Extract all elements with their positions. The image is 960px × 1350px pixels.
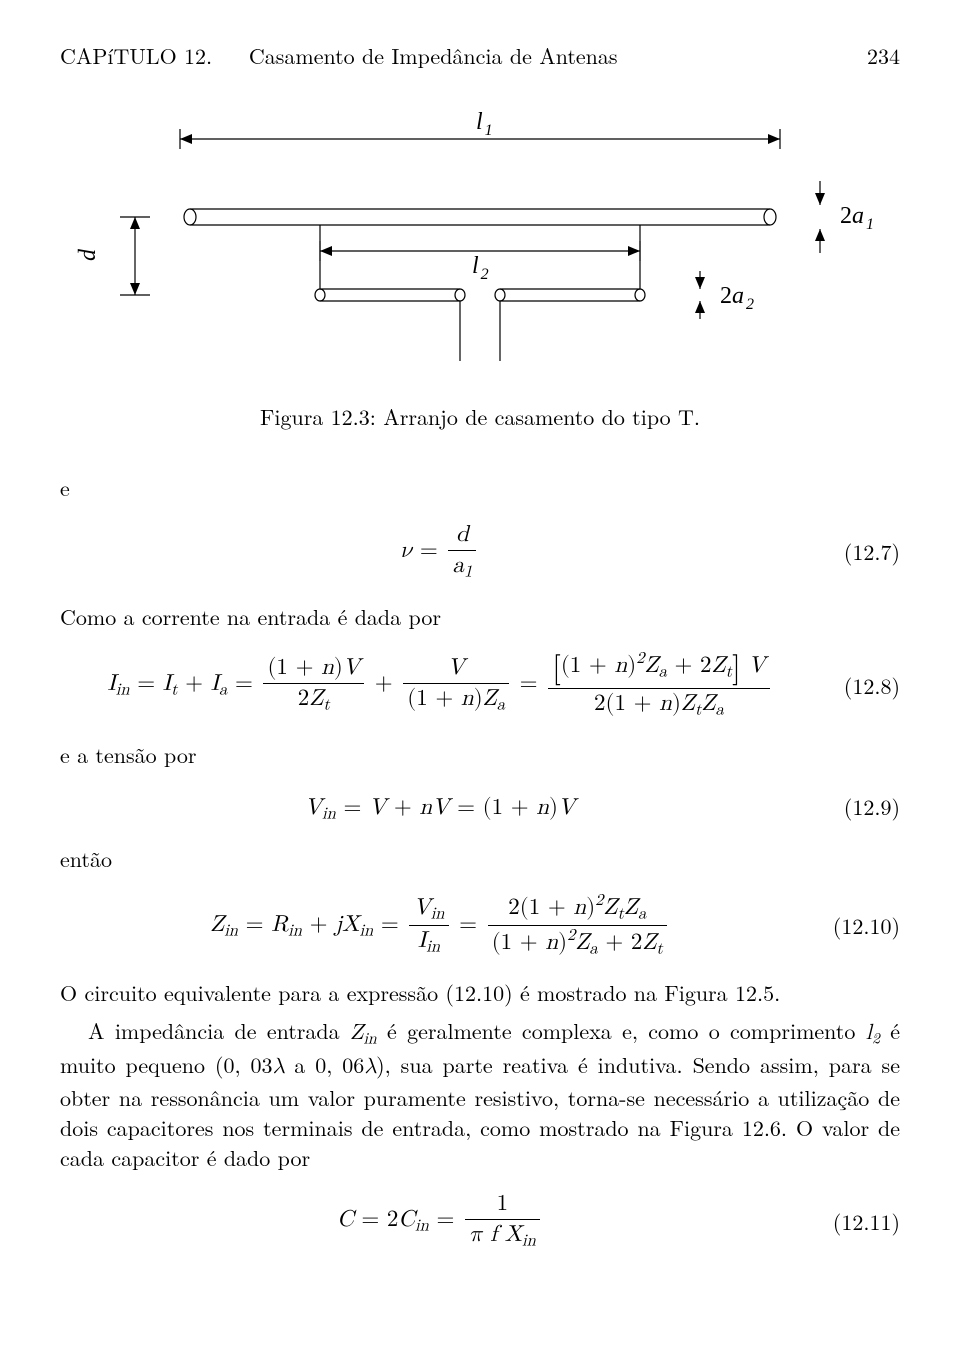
- para-tensao: e a tensão por: [60, 739, 900, 770]
- eq-number-12-11: (12.11): [820, 1206, 900, 1237]
- chapter-heading: CAPíTULO 12. Casamento de Impedância de …: [60, 40, 618, 71]
- para-impedancia-entrada: A impedância de entrada Zin é geralmente…: [60, 1016, 900, 1173]
- svg-text:2a1: 2a1: [840, 203, 874, 233]
- page-header: CAPíTULO 12. Casamento de Impedância de …: [60, 40, 900, 71]
- svg-text:l2: l2: [472, 253, 489, 283]
- para-como-corrente: Como a corrente na entrada é dada por: [60, 601, 900, 632]
- equation-12-10: Zin = Rin + jXin = Vin Iin = 2(1 + n)2Zt…: [60, 892, 900, 960]
- equation-12-8: Iin = It + Ia = (1 + n)V 2Zt + V (1 + n)…: [60, 650, 900, 721]
- page-root: CAPíTULO 12. Casamento de Impedância de …: [0, 0, 960, 1350]
- para-e: e: [60, 472, 900, 503]
- chapter-title: Casamento de Impedância de Antenas: [249, 40, 618, 71]
- eq-number-12-8: (12.8): [820, 670, 900, 701]
- svg-text:d: d: [75, 248, 101, 261]
- page-number: 234: [867, 40, 900, 71]
- eq-number-12-10: (12.10): [820, 910, 900, 941]
- svg-text:2a2: 2a2: [720, 283, 754, 313]
- figure-12-3: l1 l2 2a1 2a2 d Figura 12.3: Arranjo de …: [60, 101, 900, 432]
- equation-12-9: Vin = V + nV = (1 + n)V (12.9): [60, 788, 900, 825]
- equation-12-7: ν = d a1 (12.7): [60, 521, 900, 583]
- para-entao: então: [60, 843, 900, 874]
- chapter-label: CAPíTULO 12.: [60, 40, 212, 71]
- eq-number-12-7: (12.7): [820, 536, 900, 567]
- svg-text:l1: l1: [476, 109, 493, 139]
- para-circuito-equivalente: O circuito equivalente para a expressão …: [60, 978, 900, 1008]
- figure-12-3-svg: l1 l2 2a1 2a2 d: [60, 101, 900, 381]
- figure-12-3-caption: Figura 12.3: Arranjo de casamento do tip…: [60, 401, 900, 432]
- eq-number-12-9: (12.9): [820, 791, 900, 822]
- equation-12-11: C = 2Cin = 1 π f Xin (12.11): [60, 1190, 900, 1252]
